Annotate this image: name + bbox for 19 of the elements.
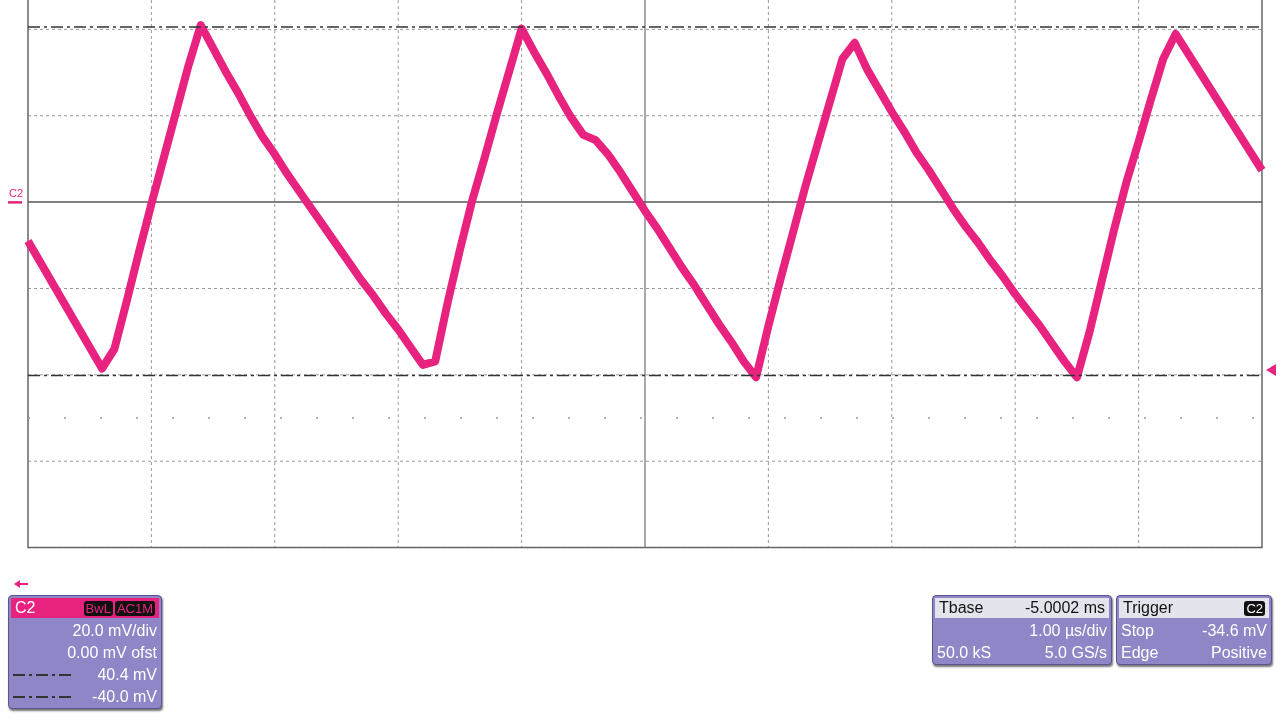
text: 1.00 µs/div <box>1028 621 1108 641</box>
text: -5.0002 ms <box>1024 599 1105 617</box>
text: BwL <box>83 601 113 616</box>
text: 5.0 GS/s <box>1044 644 1107 662</box>
legend-label: 40.4 mV <box>97 666 157 684</box>
text: Tbase <box>939 599 984 617</box>
text: -34.6 mV <box>1202 622 1267 640</box>
legend-label: -40.0 mV <box>92 688 157 706</box>
text: 0.00 mV ofst <box>66 643 158 663</box>
text: Edge <box>1121 644 1159 662</box>
text: C2 <box>15 599 36 617</box>
text: Positive <box>1210 644 1267 662</box>
text: 50.0 kS <box>937 644 992 662</box>
text: AC1M <box>114 601 155 616</box>
text: Stop <box>1121 622 1154 640</box>
text: C2 <box>1244 600 1265 616</box>
text: 20.0 mV/div <box>71 621 158 641</box>
text: C2 <box>8 186 24 199</box>
text: Trigger <box>1123 599 1174 617</box>
